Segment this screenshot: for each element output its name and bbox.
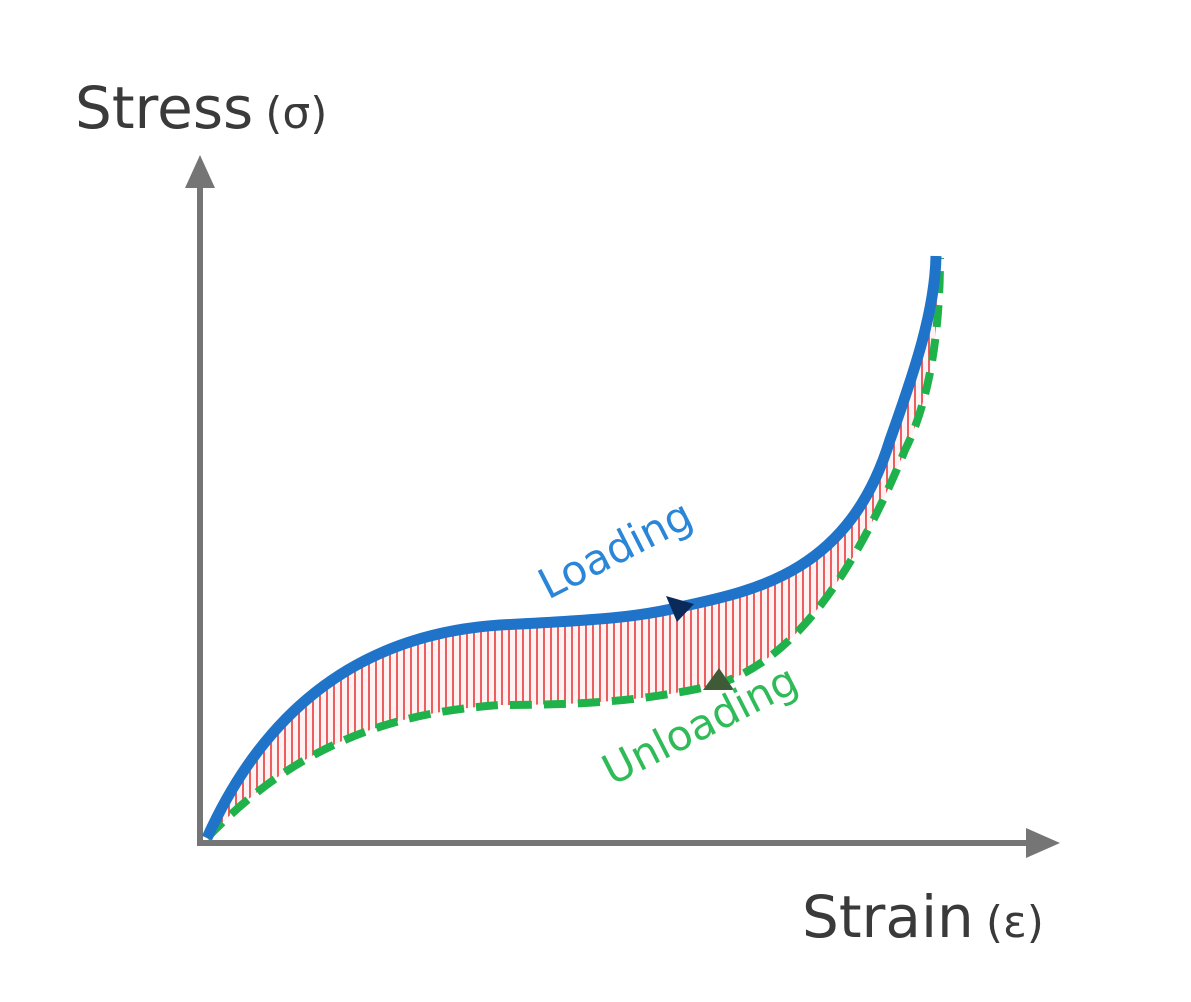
y-axis-label: Stress (σ): [75, 74, 327, 142]
axes: [185, 155, 1060, 858]
x-axis-label: Strain (ε): [802, 883, 1044, 951]
x-axis-arrowhead: [1026, 828, 1060, 858]
y-axis-name: Stress: [75, 74, 253, 142]
y-axis-symbol: (σ): [265, 88, 327, 139]
x-axis-name: Strain: [802, 883, 974, 951]
y-axis-arrowhead: [185, 155, 215, 188]
loading-label: Loading: [530, 490, 700, 609]
x-axis-symbol: (ε): [986, 897, 1044, 948]
unloading-direction-arrow: [703, 668, 734, 690]
loading-direction-arrow: [666, 596, 694, 622]
